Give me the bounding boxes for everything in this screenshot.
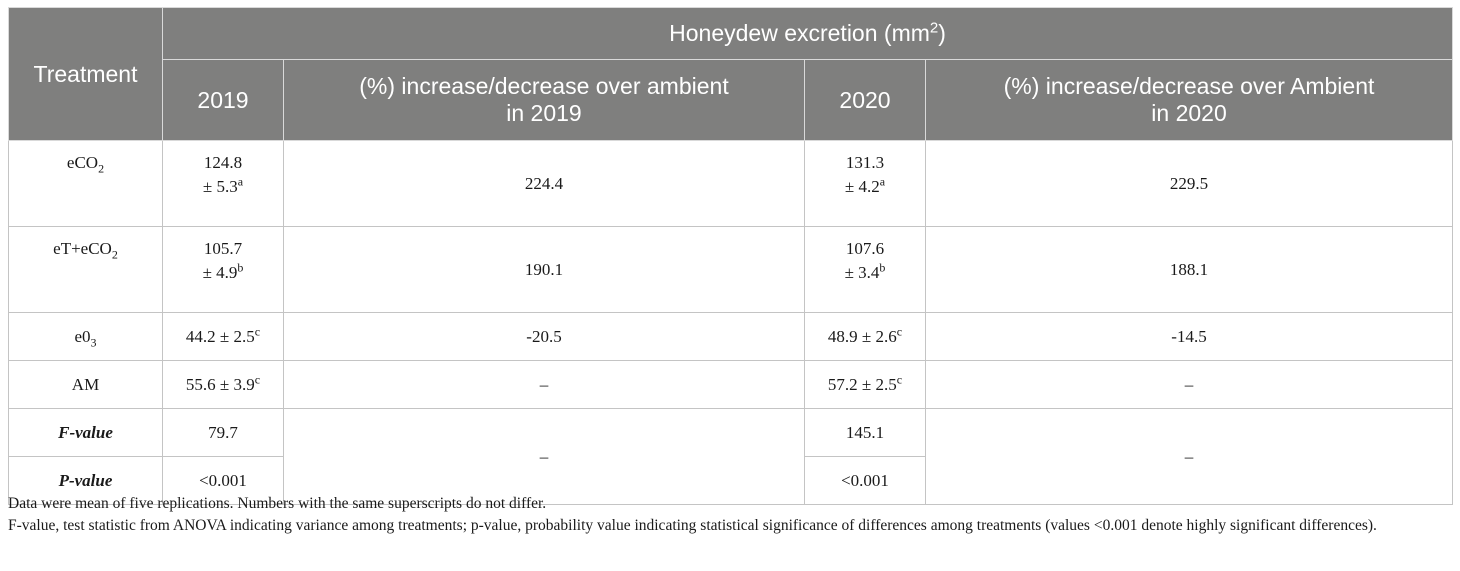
footnote-2: F-value, test statistic from ANOVA indic… <box>8 517 1377 534</box>
header-2020: 2020 <box>804 59 926 141</box>
value-2020-cell: 107.6 ± 3.4b <box>804 226 926 313</box>
table-footnotes: Data were mean of five replications. Num… <box>8 493 1452 537</box>
p-value-row: P-value <0.001 <0.001 <box>8 456 1453 505</box>
f-value-label: F-value <box>8 408 163 457</box>
pct-2019-cell: 190.1 <box>283 226 805 313</box>
p-value-2019: <0.001 <box>162 456 284 505</box>
value-2020-cell: 57.2 ± 2.5c <box>804 360 926 409</box>
pct-2019-cell: -20.5 <box>283 312 805 361</box>
pct-2020-cell: 188.1 <box>924 226 1454 313</box>
value-2020-cell: 131.3 ± 4.2a <box>804 140 926 227</box>
table-row: eT+eCO2 105.7 ± 4.9b 190.1 107.6 ± 3.4b 18… <box>8 226 1454 313</box>
pct-2020-cell: 229.5 <box>924 140 1454 227</box>
pct-2019-cell: – <box>283 360 805 409</box>
header-group-title: Honeydew excretion (mm2) <box>161 7 1454 60</box>
header-row-2: 2019 (%) increase/decrease over ambient i… <box>9 59 1454 141</box>
table-row: AM 55.6 ± 3.9c – 57.2 ± 2.5c – <box>8 360 1454 409</box>
value-2020-cell: 48.9 ± 2.6c <box>804 312 926 361</box>
pct-2019-cell: 224.4 <box>283 140 805 227</box>
f-value-row: F-value 79.7 – 145.1 – <box>8 408 1454 505</box>
merged-pct-2020-cell: – <box>924 408 1454 505</box>
f-value-2019: 79.7 <box>162 408 284 457</box>
header-pct-2019: (%) increase/decrease over ambient in 201… <box>283 59 805 141</box>
treatment-cell: e03 <box>8 312 163 361</box>
value-2019-cell: 55.6 ± 3.9c <box>162 360 284 409</box>
header-pct-2020: (%) increase/decrease over Ambient in 202… <box>924 59 1454 141</box>
header-2019: 2019 <box>162 59 284 141</box>
pct-2020-cell: -14.5 <box>924 312 1454 361</box>
table-row: eCO2 124.8 ± 5.3a 224.4 131.3 ± 4.2a 229.5 <box>8 140 1454 227</box>
value-2019-cell: 44.2 ± 2.5c <box>162 312 284 361</box>
honeydew-table: Treatment Honeydew excretion (mm2) 2019 … <box>8 7 1454 505</box>
p-value-label: P-value <box>8 456 163 505</box>
value-2019-cell: 124.8 ± 5.3a <box>162 140 284 227</box>
header-treatment: Treatment <box>8 7 163 141</box>
treatment-cell: AM <box>8 360 163 409</box>
treatment-cell: eCO2 <box>8 140 163 227</box>
p-value-2020: <0.001 <box>804 456 926 505</box>
header-row-1: Treatment Honeydew excretion (mm2) <box>8 7 1454 141</box>
f-value-2020: 145.1 <box>804 408 926 457</box>
pct-2020-cell: – <box>924 360 1454 409</box>
merged-pct-2019-cell: – <box>283 408 805 505</box>
treatment-cell: eT+eCO2 <box>8 226 163 313</box>
footnote-1: Data were mean of five replications. Num… <box>8 495 547 512</box>
table-container: Treatment Honeydew excretion (mm2) 2019 … <box>8 7 1454 505</box>
table-row: e03 44.2 ± 2.5c -20.5 48.9 ± 2.6c -14.5 <box>8 312 1454 361</box>
value-2019-cell: 105.7 ± 4.9b <box>162 226 284 313</box>
